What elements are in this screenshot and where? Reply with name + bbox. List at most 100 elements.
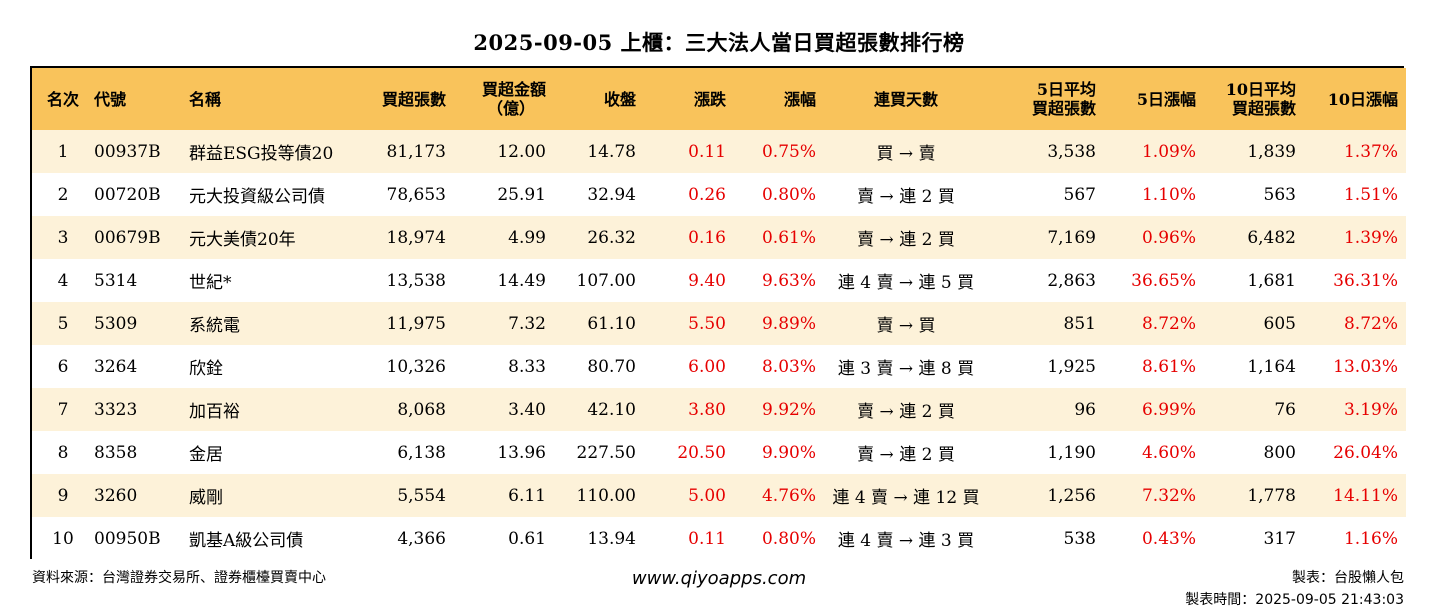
- cell-avg5: 1,256: [1047, 485, 1096, 506]
- cell-avg10: 563: [1263, 184, 1296, 205]
- cell-pct10: 3.19%: [1343, 399, 1398, 420]
- header-pct: 漲幅: [783, 89, 816, 109]
- cell-pct5: 6.99%: [1141, 399, 1196, 420]
- cell-buy-amount: 3.40: [508, 399, 546, 420]
- cell-buy-amount: 0.61: [508, 528, 546, 549]
- table-row: 4 5314 世紀* 13,538 14.49 107.00 9.40 9.63% 連 4 賣 …: [32, 259, 1406, 302]
- cell-close: 227.50: [576, 442, 636, 463]
- cell-pct10: 1.37%: [1343, 141, 1398, 162]
- cell-code: 00720B: [94, 184, 161, 205]
- cell-pct10: 26.04%: [1333, 442, 1398, 463]
- cell-close: 42.10: [587, 399, 636, 420]
- cell-avg5: 2,863: [1047, 270, 1096, 291]
- page-title: 2025-09-05 上櫃：三大法人當日買超張數排行榜: [473, 30, 965, 55]
- table-row: 8 8358 金居 6,138 13.96 227.50 20.50 9.90% 賣 → 連 2…: [32, 431, 1406, 474]
- maker-label: 製表：台股懶人包: [1292, 570, 1404, 586]
- cell-buy-shares: 78,653: [386, 184, 446, 205]
- cell-buy-amount: 6.11: [508, 485, 546, 506]
- cell-change: 0.26: [688, 184, 726, 205]
- cell-name: 世紀*: [189, 273, 232, 293]
- cell-buy-shares: 6,138: [397, 442, 446, 463]
- cell-rank: 4: [57, 270, 69, 291]
- cell-streak: 賣 → 連 2 買: [857, 445, 955, 465]
- cell-avg5: 851: [1063, 313, 1096, 334]
- cell-pct10: 1.51%: [1343, 184, 1398, 205]
- header-avg5-line2: 買超張數: [1031, 99, 1096, 118]
- cell-pct5: 4.60%: [1141, 442, 1196, 463]
- header-pct5: 5日漲幅: [1136, 89, 1196, 109]
- cell-buy-shares: 11,975: [386, 313, 446, 334]
- cell-code: 3323: [94, 399, 138, 420]
- cell-avg10: 800: [1263, 442, 1296, 463]
- cell-rank: 3: [57, 227, 69, 248]
- cell-pct: 9.90%: [761, 442, 816, 463]
- cell-change: 0.11: [688, 141, 726, 162]
- cell-close: 26.32: [587, 227, 636, 248]
- cell-code: 00950B: [94, 528, 161, 549]
- cell-avg10: 1,164: [1247, 356, 1296, 377]
- cell-buy-shares: 81,173: [386, 141, 446, 162]
- cell-name: 群益ESG投等債20: [189, 144, 334, 164]
- cell-change: 0.11: [688, 528, 726, 549]
- cell-pct: 0.75%: [761, 141, 816, 162]
- cell-change: 3.80: [688, 399, 726, 420]
- cell-name: 元大投資級公司債: [189, 187, 325, 207]
- cell-change: 5.00: [688, 485, 726, 506]
- cell-buy-shares: 8,068: [397, 399, 446, 420]
- cell-close: 107.00: [576, 270, 636, 291]
- cell-pct: 0.61%: [761, 227, 816, 248]
- table-row: 2 00720B 元大投資級公司債 78,653 25.91 32.94 0.26 0.80%…: [32, 173, 1406, 216]
- cell-pct5: 1.10%: [1141, 184, 1196, 205]
- cell-avg5: 567: [1063, 184, 1096, 205]
- table-row: 10 00950B 凱基A級公司債 4,366 0.61 13.94 0.11 0.80% 連 …: [32, 517, 1406, 560]
- website-link[interactable]: www.qiyoapps.com: [631, 568, 807, 589]
- cell-streak: 賣 → 連 2 買: [857, 402, 955, 422]
- cell-buy-shares: 10,326: [386, 356, 446, 377]
- header-avg10-line1: 10日平均: [1225, 80, 1296, 99]
- cell-pct: 0.80%: [761, 528, 816, 549]
- cell-avg10: 1,839: [1247, 141, 1296, 162]
- cell-name: 金居: [189, 445, 223, 465]
- cell-close: 61.10: [587, 313, 636, 334]
- cell-streak: 買 → 賣: [876, 144, 936, 164]
- cell-avg5: 1,190: [1047, 442, 1096, 463]
- cell-name: 加百裕: [189, 402, 240, 422]
- cell-code: 3260: [94, 485, 138, 506]
- header-avg5: 5日平均 買超張數: [996, 68, 1096, 130]
- header-code: 代號: [94, 89, 127, 109]
- cell-pct10: 36.31%: [1333, 270, 1398, 291]
- cell-buy-shares: 5,554: [397, 485, 446, 506]
- table-row: 6 3264 欣銓 10,326 8.33 80.70 6.00 8.03% 連 3 賣 → 連…: [32, 345, 1406, 388]
- cell-avg5: 538: [1063, 528, 1096, 549]
- header-buy-shares: 買超張數: [381, 89, 446, 109]
- cell-rank: 2: [57, 184, 69, 205]
- cell-code: 8358: [94, 442, 138, 463]
- cell-buy-amount: 7.32: [508, 313, 546, 334]
- header-buy-amount: 買超金額 （億）: [446, 68, 546, 130]
- cell-buy-amount: 14.49: [497, 270, 546, 291]
- cell-buy-amount: 4.99: [508, 227, 546, 248]
- header-buy-amount-line1: 買超金額: [481, 80, 546, 99]
- cell-buy-amount: 8.33: [508, 356, 546, 377]
- cell-name: 系統電: [189, 316, 240, 336]
- cell-pct5: 8.61%: [1141, 356, 1196, 377]
- cell-pct5: 0.96%: [1141, 227, 1196, 248]
- cell-avg10: 1,778: [1247, 485, 1296, 506]
- cell-close: 110.00: [576, 485, 636, 506]
- header-name: 名稱: [189, 89, 222, 109]
- cell-code: 00937B: [94, 141, 161, 162]
- cell-close: 14.78: [587, 141, 636, 162]
- header-rank: 名次: [46, 89, 79, 109]
- data-source: 資料來源：台灣證券交易所、證券櫃檯買賣中心: [32, 570, 326, 586]
- cell-pct5: 0.43%: [1141, 528, 1196, 549]
- cell-name: 凱基A級公司債: [189, 531, 304, 551]
- cell-streak: 連 4 賣 → 連 12 買: [832, 488, 980, 508]
- cell-pct10: 1.16%: [1343, 528, 1398, 549]
- cell-change: 20.50: [677, 442, 726, 463]
- cell-avg10: 76: [1274, 399, 1296, 420]
- cell-buy-shares: 4,366: [397, 528, 446, 549]
- table-row: 3 00679B 元大美債20年 18,974 4.99 26.32 0.16 0.61% 賣 …: [32, 216, 1406, 259]
- header-avg5-line1: 5日平均: [1036, 80, 1096, 99]
- cell-rank: 6: [57, 356, 69, 377]
- cell-streak: 連 4 賣 → 連 3 買: [837, 531, 975, 551]
